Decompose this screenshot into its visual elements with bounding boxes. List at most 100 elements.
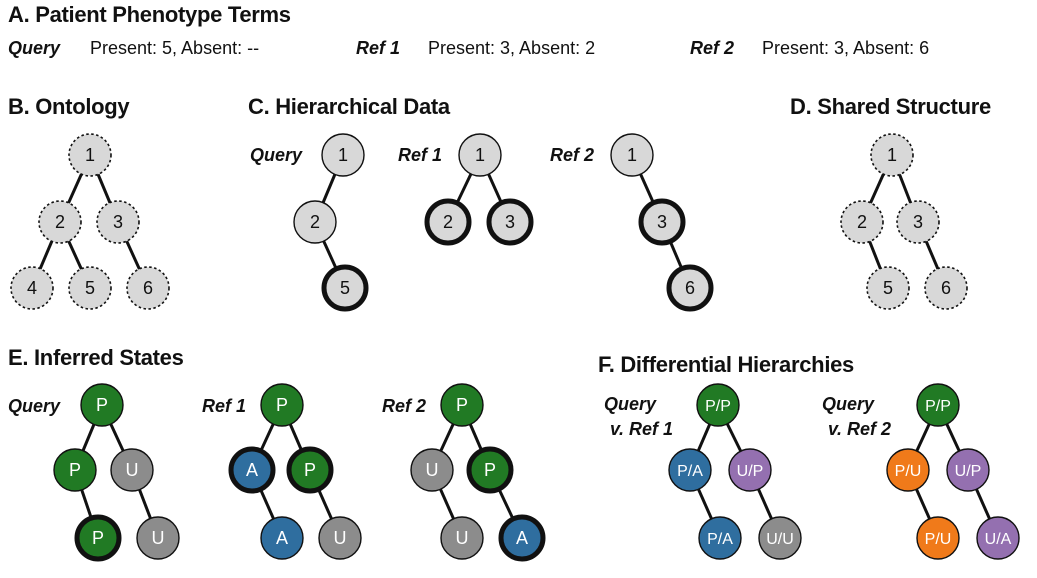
tree-node-label: 1 [627, 145, 637, 165]
section-c-title: C. Hierarchical Data [248, 94, 450, 119]
tree-node [486, 198, 534, 246]
tree-node-label: P [456, 395, 468, 415]
tree-node-label: U/P [737, 463, 764, 480]
tree-node-label: P/P [925, 398, 951, 415]
inf-query-label: Query [8, 396, 61, 416]
ref1-label: Ref 1 [356, 38, 401, 58]
tree-node [924, 266, 968, 310]
tree-node-label: 1 [475, 145, 485, 165]
tree-node [466, 446, 514, 494]
tree-node [228, 446, 276, 494]
query-label: Query [8, 38, 61, 58]
tree-node-label: 2 [857, 212, 867, 232]
tree-node [638, 198, 686, 246]
tree-node [410, 448, 454, 492]
diff-ref2-label-line1: Query [822, 394, 875, 414]
hier-ref1-label: Ref 1 [398, 145, 443, 165]
tree-node-label: U [456, 528, 469, 548]
inf-ref2-tree: P U P U A [410, 383, 546, 562]
tree-node [886, 448, 930, 492]
tree-node-label: 1 [887, 145, 897, 165]
tree-node [916, 383, 960, 427]
hier-ref2-tree: 1 3 6 [610, 133, 714, 312]
tree-node [440, 516, 484, 560]
inf-query-tree: P P U P U [53, 383, 180, 562]
tree-node-label: P [276, 395, 288, 415]
tree-node-label: P/P [705, 398, 731, 415]
diff-ref2-tree: P/P P/U U/P P/U U/A [886, 383, 1020, 560]
tree-node-label: 6 [143, 278, 153, 298]
hier-query-tree: 1 2 5 [293, 133, 369, 312]
inf-ref1-tree: P A P A U [228, 383, 362, 560]
diff-ref2-label-line2: v. Ref 2 [828, 419, 892, 439]
tree-node [286, 446, 334, 494]
tree-node [866, 266, 910, 310]
tree-node-label: P/U [925, 531, 952, 548]
tree-node [80, 383, 124, 427]
tree-node-label: P [69, 460, 81, 480]
tree-node-label: U/A [985, 531, 1012, 548]
tree-node [870, 133, 914, 177]
ref1-terms: Present: 3, Absent: 2 [428, 38, 596, 58]
ref2-terms: Present: 3, Absent: 6 [762, 38, 930, 58]
tree-node [321, 133, 365, 177]
tree-node [136, 516, 180, 560]
tree-node [126, 266, 170, 310]
section-b-title: B. Ontology [8, 94, 130, 119]
tree-node [668, 448, 712, 492]
tree-node-label: 2 [310, 212, 320, 232]
tree-node-label: 3 [113, 212, 123, 232]
tree-node-label: 2 [443, 212, 453, 232]
section-a-title: A. Patient Phenotype Terms [8, 2, 291, 27]
tree-node [10, 266, 54, 310]
tree-node-label: 4 [27, 278, 37, 298]
tree-node [498, 514, 546, 562]
tree-node-label: 1 [85, 145, 95, 165]
tree-node-label: U [426, 460, 439, 480]
tree-node [840, 200, 884, 244]
tree-node [68, 266, 112, 310]
tree-node-label: P/A [677, 463, 703, 480]
tree-node [758, 516, 802, 560]
hier-query-label: Query [250, 145, 303, 165]
inf-ref2-label: Ref 2 [382, 396, 427, 416]
inf-ref1-label: Ref 1 [202, 396, 247, 416]
section-e-title: E. Inferred States [8, 345, 184, 370]
tree-node [293, 200, 337, 244]
diff-ref1-label-line2: v. Ref 1 [610, 419, 674, 439]
tree-node [946, 448, 990, 492]
tree-node [260, 516, 304, 560]
section-f-title: F. Differential Hierarchies [598, 352, 854, 377]
hier-ref1-tree: 1 2 3 [424, 133, 534, 246]
section-d-title: D. Shared Structure [790, 94, 991, 119]
ontology-tree: 1 2 3 4 5 6 [10, 133, 170, 310]
tree-node-label: 3 [913, 212, 923, 232]
tree-node-label: P/A [707, 531, 733, 548]
tree-node [976, 516, 1020, 560]
tree-node [318, 516, 362, 560]
tree-node [260, 383, 304, 427]
query-terms: Present: 5, Absent: -- [90, 38, 260, 58]
tree-node-label: P [484, 460, 496, 480]
tree-node-label: P [304, 460, 316, 480]
tree-node-label: A [276, 528, 288, 548]
tree-node-label: 5 [85, 278, 95, 298]
tree-node-label: 5 [883, 278, 893, 298]
tree-node [666, 264, 714, 312]
tree-node [458, 133, 502, 177]
tree-node-label: P [92, 528, 104, 548]
tree-node-label: 5 [340, 278, 350, 298]
tree-node [610, 133, 654, 177]
tree-node [728, 448, 772, 492]
tree-node-label: U [126, 460, 139, 480]
tree-node-label: U [152, 528, 165, 548]
tree-node [896, 200, 940, 244]
tree-node-label: 3 [657, 212, 667, 232]
tree-node-label: 1 [338, 145, 348, 165]
tree-node [53, 448, 97, 492]
tree-node [696, 383, 740, 427]
tree-node-label: U [334, 528, 347, 548]
tree-node [916, 516, 960, 560]
tree-node-label: 6 [941, 278, 951, 298]
